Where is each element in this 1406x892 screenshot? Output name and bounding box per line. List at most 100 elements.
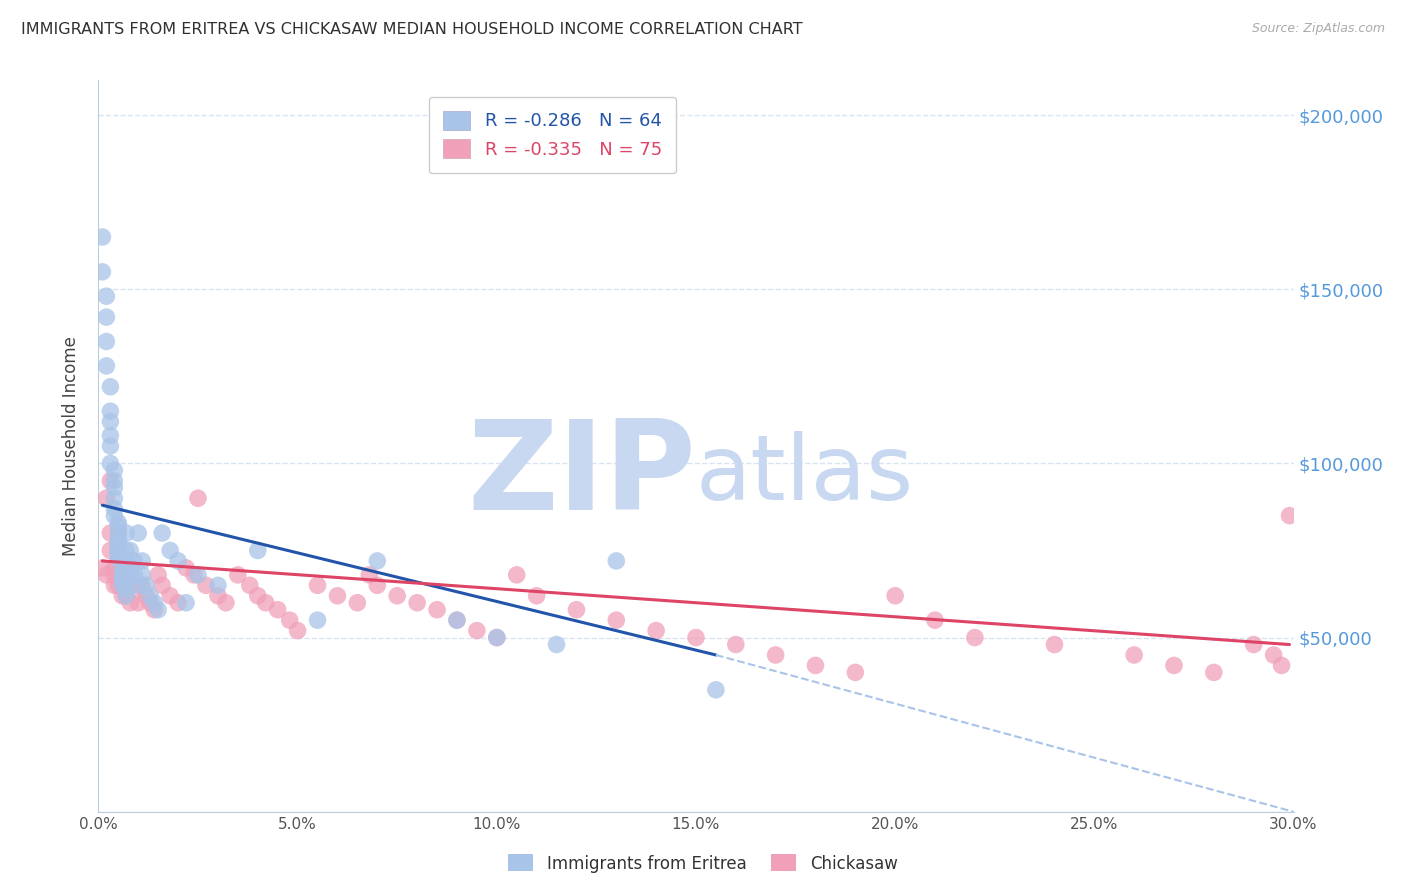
Point (127, 578, 149, 592)
Point (359, 567, 381, 582)
Point (115, 543, 138, 558)
Point (115, 567, 138, 582)
Point (1202, 665, 1225, 680)
Point (135, 578, 157, 592)
Point (1271, 658, 1294, 673)
Point (103, 481, 125, 495)
Point (100, 428, 122, 442)
Point (685, 631, 707, 645)
Point (246, 589, 269, 603)
Point (724, 638, 747, 652)
Point (107, 540, 129, 554)
Point (307, 613, 329, 627)
Point (195, 578, 218, 592)
Point (103, 463, 125, 477)
Point (366, 554, 388, 568)
Point (124, 578, 146, 592)
Point (107, 543, 129, 558)
Point (226, 567, 249, 582)
Point (120, 561, 142, 575)
Point (215, 596, 238, 610)
Point (96, 359, 118, 373)
Point (115, 554, 138, 568)
Point (150, 526, 173, 541)
Point (111, 578, 134, 592)
Point (107, 516, 129, 530)
Point (287, 624, 309, 638)
Point (465, 624, 488, 638)
Point (115, 582, 138, 596)
Point (139, 589, 162, 603)
Point (187, 567, 209, 582)
Point (326, 589, 349, 603)
Point (96, 567, 118, 582)
Point (100, 404, 122, 418)
Point (307, 578, 329, 592)
Point (1263, 648, 1285, 662)
Point (124, 567, 146, 582)
Point (135, 589, 157, 603)
Point (167, 554, 190, 568)
Point (103, 491, 125, 506)
Point (107, 533, 129, 547)
Point (103, 567, 125, 582)
Point (246, 543, 269, 558)
Point (1043, 638, 1066, 652)
Point (107, 547, 129, 561)
Point (131, 578, 153, 592)
Point (100, 457, 122, 471)
Point (107, 578, 129, 592)
Point (111, 567, 134, 582)
Point (96, 491, 118, 506)
Point (963, 631, 986, 645)
Point (91, 230, 114, 244)
Point (207, 578, 229, 592)
Point (107, 554, 129, 568)
Point (96, 289, 118, 303)
Point (107, 526, 129, 541)
Point (406, 596, 429, 610)
Point (91, 265, 114, 279)
Point (111, 578, 134, 592)
Point (704, 682, 727, 697)
Point (159, 589, 181, 603)
Point (148, 603, 170, 617)
Point (765, 648, 787, 662)
Point (96, 310, 118, 325)
Point (1123, 648, 1146, 662)
Point (127, 596, 149, 610)
Point (174, 596, 197, 610)
Point (131, 567, 153, 582)
Point (546, 638, 568, 652)
Point (103, 561, 125, 575)
Point (100, 380, 122, 394)
Point (605, 554, 627, 568)
Point (1278, 508, 1301, 523)
Point (131, 554, 153, 568)
Point (103, 508, 125, 523)
Point (239, 578, 262, 592)
Point (150, 578, 173, 592)
Point (254, 596, 277, 610)
Point (1243, 638, 1265, 652)
Legend: Immigrants from Eritrea, Chickasaw: Immigrants from Eritrea, Chickasaw (502, 847, 904, 880)
Point (385, 589, 409, 603)
Point (366, 578, 388, 592)
Point (446, 613, 468, 627)
Point (844, 665, 866, 680)
Point (115, 589, 138, 603)
Legend: R = -0.286   N = 64, R = -0.335   N = 75: R = -0.286 N = 64, R = -0.335 N = 75 (429, 96, 676, 173)
Point (446, 613, 468, 627)
Text: atlas: atlas (696, 431, 914, 519)
Point (485, 631, 508, 645)
Point (124, 554, 146, 568)
Point (506, 567, 529, 582)
Point (1163, 658, 1185, 673)
Point (207, 589, 229, 603)
Point (107, 536, 129, 550)
Point (120, 596, 142, 610)
Point (115, 589, 138, 603)
Point (278, 613, 301, 627)
Point (167, 596, 190, 610)
Point (91, 561, 114, 575)
